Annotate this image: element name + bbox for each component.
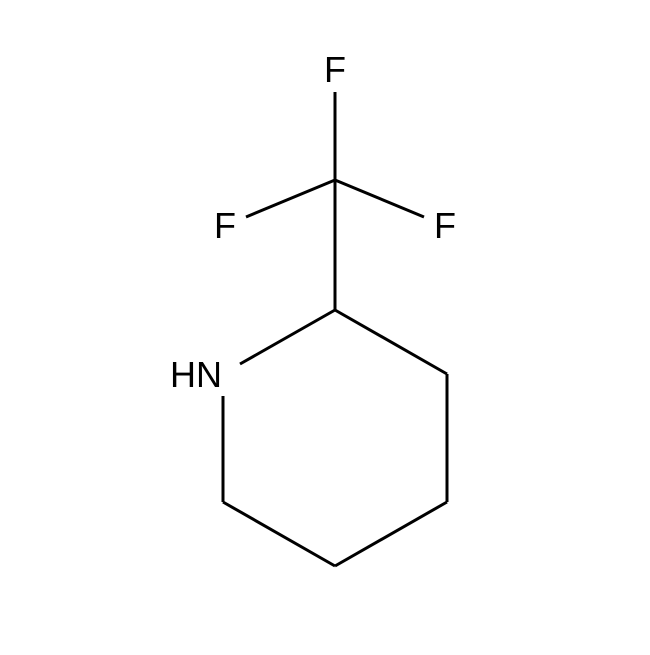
molecule-diagram: F F F HN: [0, 0, 650, 650]
bond: [246, 180, 335, 217]
fluorine-right-label: F: [434, 205, 456, 246]
bond: [223, 502, 335, 566]
bond: [335, 310, 447, 374]
structure-svg: F F F HN: [0, 0, 650, 650]
hn-label: HN: [170, 354, 222, 395]
fluorine-top-label: F: [324, 49, 346, 90]
fluorine-left-label: F: [214, 205, 236, 246]
ring-bonds: [223, 310, 447, 566]
bond: [335, 180, 424, 217]
atom-labels: F F F HN: [170, 49, 456, 395]
bond: [335, 502, 447, 566]
substituent-bonds: [246, 92, 424, 310]
bond: [240, 310, 335, 364]
